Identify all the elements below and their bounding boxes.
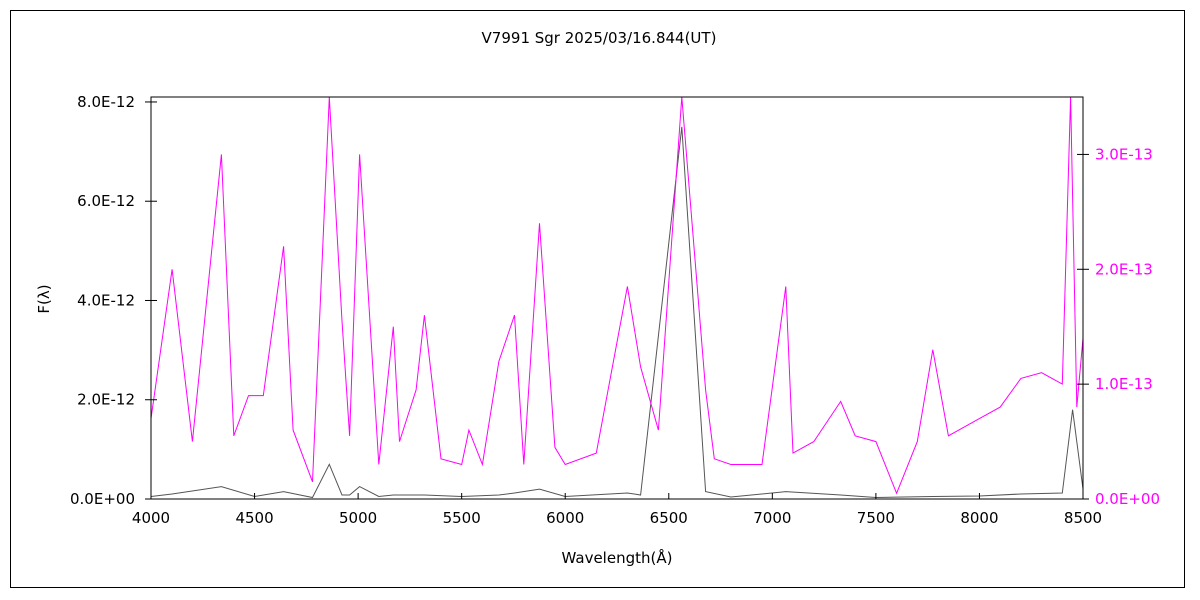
y-right-tick-label: 2.0E-13 [1095, 260, 1153, 278]
y-left-tick-label: 0.0E+00 [70, 490, 135, 508]
x-axis-ticks: 4000 4500 5000 5500 6000 6500 7000 7500 8000 8500 [132, 493, 1102, 527]
y-left-tick-label: 2.0E-12 [77, 391, 135, 409]
series-line-right [151, 97, 1083, 495]
y-right-tick-label: 1.0E-13 [1095, 375, 1153, 393]
y-left-tick-label: 8.0E-12 [77, 93, 135, 111]
spectrum-chart: V7991 Sgr 2025/03/16.844(UT) 4000 4500 500… [35, 29, 1160, 567]
x-tick-label: 6500 [650, 509, 688, 527]
y-left-axis-ticks: 0.0E+00 2.0E-12 4.0E-12 6.0E-12 8.0E-12 [70, 93, 157, 508]
chart-title: V7991 Sgr 2025/03/16.844(UT) [482, 29, 717, 47]
y-left-tick-label: 6.0E-12 [77, 192, 135, 210]
y-right-axis-ticks: 0.0E+00 1.0E-13 2.0E-13 3.0E-13 [1077, 145, 1160, 508]
x-tick-label: 4000 [132, 509, 170, 527]
x-tick-label: 4500 [235, 509, 273, 527]
x-tick-label: 5000 [339, 509, 377, 527]
y-left-tick-label: 4.0E-12 [77, 291, 135, 309]
x-tick-label: 7500 [857, 509, 895, 527]
y-right-tick-label: 0.0E+00 [1095, 490, 1160, 508]
x-tick-label: 8500 [1064, 509, 1102, 527]
plot-area [150, 96, 1084, 500]
y-right-tick-label: 3.0E-13 [1095, 145, 1153, 163]
y-axis-label: F(λ) [35, 284, 53, 313]
x-tick-label: 7000 [753, 509, 791, 527]
x-tick-label: 8000 [960, 509, 998, 527]
x-axis-label: Wavelength(Å) [562, 548, 673, 567]
x-tick-label: 6000 [546, 509, 584, 527]
x-tick-label: 5500 [443, 509, 481, 527]
series-line-left [151, 126, 1083, 499]
series-lines [151, 97, 1083, 499]
chart-frame: V7991 Sgr 2025/03/16.844(UT) 4000 4500 500… [10, 10, 1185, 588]
